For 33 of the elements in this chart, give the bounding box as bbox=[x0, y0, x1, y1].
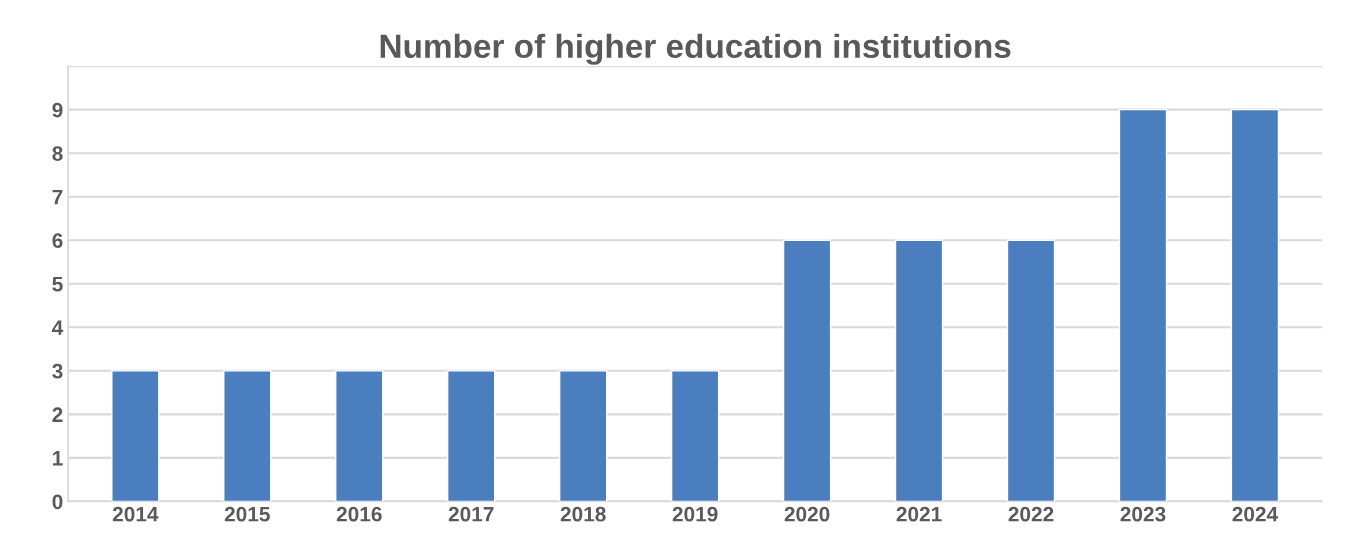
y-tick-label: 5 bbox=[52, 276, 63, 292]
y-tick-label: 2 bbox=[52, 407, 63, 422]
x-tick-label: 2019 bbox=[672, 506, 718, 522]
bar bbox=[1118, 108, 1168, 502]
x-tick-label: 2017 bbox=[448, 506, 494, 522]
x-tick-label: 2014 bbox=[112, 506, 159, 522]
bar bbox=[111, 370, 160, 502]
x-tick-label: 2020 bbox=[784, 506, 830, 522]
x-tick-label: 2016 bbox=[336, 506, 382, 522]
bar bbox=[335, 370, 384, 502]
bar bbox=[1006, 239, 1056, 502]
chart-title: Number of higher education institutions bbox=[380, 33, 1011, 65]
bar bbox=[447, 370, 496, 502]
x-tick-label: 2018 bbox=[560, 506, 606, 522]
y-tick-label: 3 bbox=[52, 363, 63, 379]
y-tick-label: 1 bbox=[53, 451, 63, 466]
bar bbox=[558, 370, 608, 502]
y-tick-label: 8 bbox=[52, 146, 63, 161]
y-tick-label: 0 bbox=[52, 494, 63, 510]
y-tick-label: 9 bbox=[52, 102, 63, 118]
bar bbox=[1230, 108, 1280, 502]
x-tick-label: 2022 bbox=[1008, 506, 1054, 522]
y-tick-label: 4 bbox=[52, 320, 64, 335]
bar bbox=[670, 370, 720, 502]
x-tick-label: 2024 bbox=[1232, 506, 1278, 522]
bar bbox=[782, 239, 832, 502]
bar bbox=[223, 370, 272, 502]
bar bbox=[894, 239, 944, 502]
x-tick-label: 2023 bbox=[1120, 506, 1166, 522]
y-tick-label: 7 bbox=[52, 189, 63, 205]
x-tick-label: 2015 bbox=[224, 506, 270, 522]
y-tick-label: 6 bbox=[52, 233, 63, 248]
x-tick-label: 2021 bbox=[896, 506, 942, 522]
